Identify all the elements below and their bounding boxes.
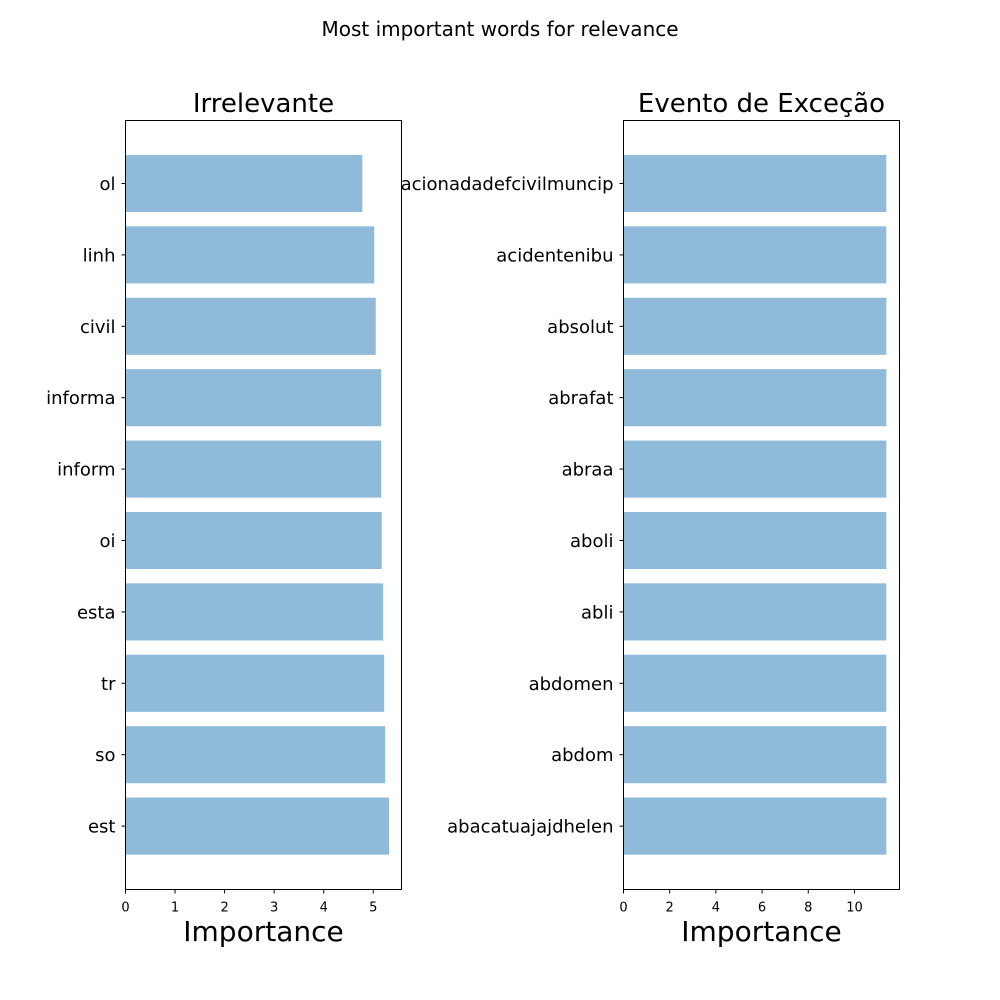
bars-irrelevante [125,154,390,855]
chart-panel-irrelevante: Irrelevante ol linh civil informa inform oi es… [46,89,402,948]
x-axis-label-irrelevante: Importance [183,915,343,948]
bar-abrafat [623,369,887,427]
y-tick-label-linh: linh [83,245,116,266]
bar-inform [125,440,382,498]
x-tick-label-1: 1 [171,901,179,916]
y-tick-label-acidentenibu: acidentenibu [496,245,613,266]
bar-est [125,797,390,855]
x-tick-label-4: 4 [712,901,720,916]
y-axis-evento-de-excecao: acionadadefcivilmuncip acidentenibu absolu… [401,174,624,838]
y-tick-label-abraa: abraa [562,460,614,481]
bar-aboli [623,511,887,570]
y-tick-label-so: so [95,745,115,766]
bar-abraa [623,440,887,498]
x-axis-evento-de-excecao: 0 2 4 6 8 10 [619,889,863,916]
x-axis-label-evento-de-excecao: Importance [681,915,841,948]
x-tick-label-2: 2 [666,901,674,916]
axes-frame-irrelevante [125,120,402,890]
bar-linh [125,226,375,284]
bar-oi [125,511,382,570]
y-tick-label-abacatuajajdhelen: abacatuajajdhelen [447,817,613,838]
figure-title: Most important words for relevance [321,17,678,41]
y-tick-label-informa: informa [46,388,115,409]
y-tick-label-aboli: aboli [570,531,613,552]
y-tick-label-tr: tr [101,674,116,695]
bar-acidentenibu [623,226,887,284]
x-tick-label-2: 2 [220,901,228,916]
y-tick-label-abdom: abdom [551,745,613,766]
bar-abacatuajajdhelen [623,797,887,855]
bar-so [125,726,386,784]
y-tick-label-oi: oi [99,531,115,552]
x-tick-label-0: 0 [121,901,129,916]
bar-informa [125,369,382,427]
x-tick-label-10: 10 [846,901,863,916]
bar-tr [125,654,385,712]
y-tick-label-est: est [88,817,116,838]
y-axis-irrelevante: ol linh civil informa inform oi esta tr so est [46,174,126,838]
bar-ol [125,154,363,213]
x-axis-irrelevante: 0 1 2 3 4 5 [121,889,377,916]
bar-civil [125,297,376,355]
bar-abli [623,583,887,641]
axes-frame-evento-de-excecao [623,120,900,890]
bar-abdomen [623,654,887,712]
x-tick-label-5: 5 [369,901,377,916]
x-tick-label-4: 4 [320,901,328,916]
bar-esta [125,583,384,641]
y-tick-label-inform: inform [57,460,115,481]
y-tick-label-abli: abli [581,602,613,623]
chart-title-irrelevante: Irrelevante [193,89,334,119]
x-tick-label-3: 3 [270,901,278,916]
y-tick-label-ol: ol [99,174,115,195]
y-tick-label-abdomen: abdomen [529,674,614,695]
y-tick-label-absolut: absolut [547,317,613,338]
x-tick-label-6: 6 [758,901,766,916]
y-tick-label-acionadadefcivilmuncip: acionadadefcivilmuncip [401,174,614,195]
bars-evento-de-excecao [623,154,887,855]
x-tick-label-8: 8 [804,901,812,916]
y-tick-label-civil: civil [80,317,116,338]
bar-abdom [623,726,887,784]
chart-panel-evento-de-excecao: Evento de Exceção acionadadefcivilmuncip… [401,89,900,948]
y-tick-label-abrafat: abrafat [548,388,613,409]
x-tick-label-0: 0 [619,901,627,916]
bar-absolut [623,297,887,355]
bar-acionadadefcivilmuncip [623,154,887,213]
y-tick-label-esta: esta [77,602,116,623]
chart-title-evento-de-excecao: Evento de Exceção [638,89,885,119]
